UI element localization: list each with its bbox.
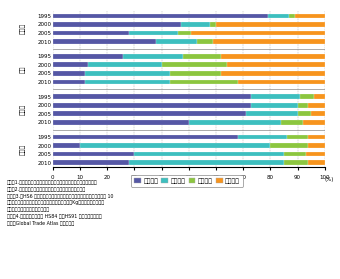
Bar [53,120,189,125]
Bar [162,62,227,67]
Bar [251,103,298,107]
Bar [246,111,298,116]
Bar [298,111,311,116]
Bar [183,54,221,59]
Bar [53,39,156,44]
Bar [298,103,308,107]
Bar [238,134,287,139]
Bar [270,143,308,148]
Bar [53,54,123,59]
Bar [289,13,295,18]
Text: 消費財: 消費財 [20,144,26,155]
Bar [308,103,325,107]
Bar [178,31,191,35]
Bar [284,152,306,157]
Text: 銃品: 銃品 [20,65,26,73]
Bar [306,152,325,157]
Text: (%): (%) [325,177,334,182]
Bar [53,111,246,116]
Bar [53,134,238,139]
Bar [213,39,325,44]
Bar [85,80,170,84]
Legend: ５倍以上, ２～５倍, １～２倍, １倍未満: ５倍以上, ２～５倍, １～２倍, １倍未満 [131,175,243,187]
Bar [308,160,325,165]
Bar [251,94,300,99]
Bar [191,31,325,35]
Bar [197,39,213,44]
Text: 加工品: 加工品 [20,23,26,34]
Bar [53,71,85,76]
Bar [216,22,325,27]
Bar [53,22,181,27]
Bar [156,39,197,44]
Bar [284,160,308,165]
Bar [221,71,325,76]
Bar [227,62,325,67]
Text: 備考：1.　単価の倍率＝日本からの輸入単価／中国からの輸入単価。
　　　2.　シェアは日本及び中国からの輸入額合計で算出。
　　　3.　HS6 桁で、日中からの: 備考：1. 単価の倍率＝日本からの輸入単価／中国からの輸入単価。 2. シェアは… [7,180,113,226]
Bar [268,13,289,18]
Bar [53,31,129,35]
Bar [123,54,183,59]
Bar [134,152,284,157]
Bar [238,80,325,84]
Bar [303,120,325,125]
Bar [53,13,268,18]
Bar [189,120,281,125]
Bar [88,62,162,67]
Bar [311,111,325,116]
Bar [308,143,325,148]
Bar [85,71,170,76]
Bar [53,160,129,165]
Bar [53,80,85,84]
Bar [170,80,238,84]
Text: 資本財: 資本財 [20,104,26,115]
Bar [53,152,134,157]
Bar [221,54,325,59]
Bar [53,103,251,107]
Bar [308,134,325,139]
Bar [129,31,178,35]
Bar [53,143,80,148]
Bar [170,71,221,76]
Bar [53,62,88,67]
Bar [300,94,314,99]
Bar [80,143,270,148]
Bar [295,13,325,18]
Bar [314,94,325,99]
Bar [129,160,284,165]
Bar [281,120,303,125]
Bar [210,22,216,27]
Bar [53,94,251,99]
Bar [287,134,308,139]
Bar [181,22,210,27]
